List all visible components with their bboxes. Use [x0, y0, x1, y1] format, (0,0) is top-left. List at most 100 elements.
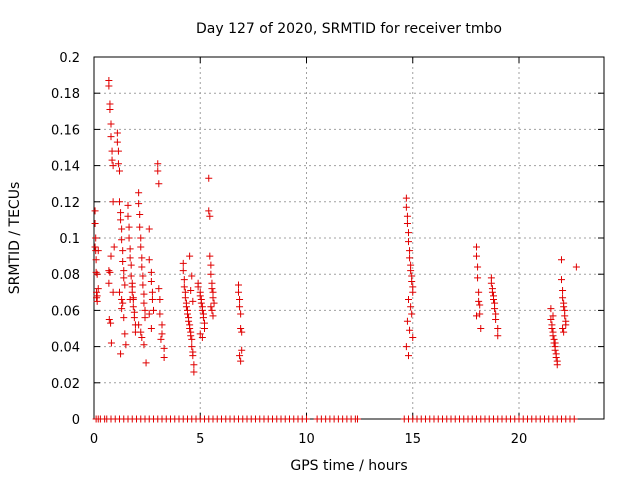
data-point — [114, 147, 122, 155]
data-point — [405, 238, 412, 246]
data-point — [116, 167, 123, 175]
y-tick-labels: 0 0.02 0.04 0.06 0.08 0.1 0.12 0.14 0.16 0.18 0.2 — [51, 51, 80, 428]
data-point — [238, 328, 246, 336]
data-point — [207, 261, 215, 269]
data-point — [559, 294, 567, 302]
data-point — [91, 207, 99, 215]
data-point — [402, 203, 410, 211]
data-point — [118, 296, 126, 304]
data-point — [208, 306, 216, 314]
data-point — [156, 310, 164, 318]
data-point — [160, 353, 168, 361]
data-point — [107, 319, 115, 327]
data-point — [139, 272, 147, 280]
data-point — [494, 332, 502, 340]
data-point — [148, 296, 156, 304]
data-point — [182, 303, 190, 311]
data-point — [137, 328, 145, 336]
data-point — [558, 276, 565, 284]
data-point — [126, 245, 134, 253]
data-point — [122, 341, 130, 349]
data-point — [139, 281, 147, 289]
y-tick-label: 0.04 — [51, 341, 80, 356]
data-point — [138, 334, 146, 342]
y-tick-label: 0.02 — [51, 377, 80, 392]
data-point — [186, 325, 194, 332]
data-point — [140, 299, 148, 307]
data-point — [145, 310, 153, 318]
data-point — [492, 315, 500, 323]
data-point — [354, 415, 361, 423]
data-point — [208, 285, 216, 293]
grid-lines — [94, 57, 604, 419]
data-point — [147, 325, 155, 332]
chart-title: Day 127 of 2020, SRMTID for receiver tmb… — [196, 21, 502, 37]
data-point — [114, 160, 122, 168]
data-point — [119, 258, 127, 266]
data-point — [236, 296, 244, 304]
data-point — [92, 268, 100, 276]
data-point — [158, 321, 166, 329]
data-point — [157, 335, 165, 343]
data-point — [475, 297, 483, 305]
data-point — [477, 325, 485, 332]
data-point — [118, 305, 126, 313]
data-point — [156, 296, 164, 304]
data-point — [487, 279, 495, 287]
data-point — [206, 252, 214, 260]
data-point — [124, 212, 132, 220]
data-point — [179, 259, 187, 267]
data-point — [562, 321, 570, 329]
data-point — [559, 325, 567, 332]
data-point — [406, 247, 414, 255]
y-tick-label: 0.08 — [51, 268, 80, 283]
data-point — [236, 303, 244, 311]
data-point — [105, 315, 113, 323]
data-point — [409, 288, 417, 296]
data-point — [196, 330, 204, 338]
data-point — [109, 162, 117, 170]
data-point — [552, 353, 560, 361]
data-point — [141, 314, 149, 322]
data-point — [158, 330, 166, 338]
data-point — [559, 286, 567, 294]
data-point — [184, 310, 191, 318]
data-point — [94, 285, 102, 293]
data-point — [107, 252, 115, 260]
data-point — [490, 296, 497, 304]
data-point — [109, 198, 117, 206]
data-point — [155, 285, 163, 293]
data-point — [403, 317, 411, 325]
data-point — [405, 229, 412, 237]
data-point — [205, 207, 213, 215]
data-point — [137, 234, 145, 242]
data-point — [145, 225, 153, 233]
data-point — [140, 341, 148, 349]
data-point — [105, 267, 113, 275]
data-point — [154, 160, 162, 168]
data-point — [108, 156, 116, 164]
data-point — [113, 129, 121, 137]
data-point — [120, 314, 128, 322]
data-point — [91, 243, 99, 251]
data-point — [116, 198, 123, 206]
data-point — [105, 82, 113, 90]
data-point — [473, 243, 480, 251]
data-point — [476, 310, 484, 318]
data-point — [148, 288, 156, 296]
data-point — [126, 254, 134, 262]
data-point — [548, 325, 556, 332]
data-point — [190, 368, 198, 376]
data-point — [138, 254, 146, 262]
data-point — [180, 283, 188, 291]
data-point — [135, 321, 143, 329]
data-point — [488, 288, 496, 296]
data-point — [547, 315, 555, 323]
data-point — [109, 288, 117, 296]
data-point — [140, 290, 148, 298]
data-point — [150, 306, 157, 314]
data-point — [94, 247, 102, 255]
data-point — [119, 247, 127, 255]
data-points — [91, 77, 580, 423]
data-point — [181, 294, 189, 302]
